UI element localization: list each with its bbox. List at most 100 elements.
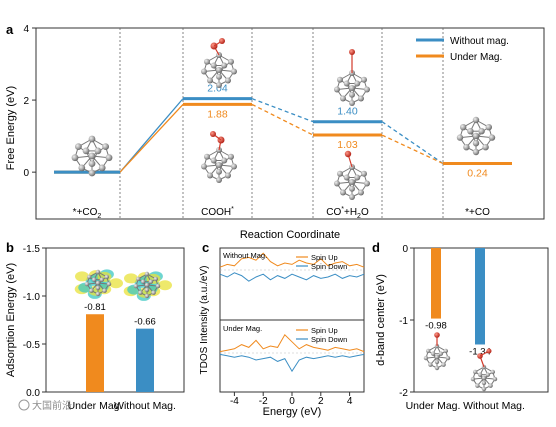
cluster-final: [456, 116, 496, 156]
cluster-initial: [71, 135, 113, 177]
atom: [460, 124, 467, 131]
panel-b-bars: -0.81 Under Mag. -0.66 Without Mag.: [68, 302, 176, 412]
panel-a-molecules: [71, 38, 496, 200]
category-label: Under Mag.: [68, 400, 123, 412]
atom: [337, 170, 343, 177]
atom: [105, 154, 113, 162]
atom: [140, 279, 146, 284]
atom: [136, 276, 141, 282]
atom: [225, 77, 231, 84]
bar: [136, 328, 154, 392]
panel-a-legend: Without mag. Under Mag.: [416, 36, 509, 63]
xtick-label: 4: [347, 396, 353, 407]
energy-value-label: 2.04: [207, 83, 228, 95]
atom: [430, 351, 436, 356]
oxygen-atom: [434, 332, 440, 338]
atom: [337, 76, 343, 83]
atom: [340, 95, 346, 102]
atom: [88, 135, 96, 143]
atom: [423, 355, 429, 361]
cluster-cooh-under: [201, 131, 237, 183]
oxygen-atom: [344, 150, 352, 158]
atom: [151, 290, 156, 295]
atom: [207, 77, 213, 84]
atom: [472, 132, 480, 140]
atom: [472, 140, 480, 147]
atom: [334, 86, 340, 93]
atom: [216, 168, 222, 175]
connector-without: [381, 121, 444, 165]
connector-without: [119, 98, 184, 173]
atom: [231, 163, 237, 170]
atom: [481, 375, 487, 381]
xtick-label: 2: [318, 396, 324, 407]
panel-b-frame: [45, 247, 185, 393]
atom: [98, 164, 106, 172]
panel-label-a: a: [6, 22, 14, 37]
atom: [228, 153, 234, 160]
panel-label-c: c: [202, 240, 209, 255]
atom: [216, 82, 222, 88]
cluster-under: [423, 332, 451, 371]
atom: [445, 355, 451, 361]
atom: [472, 148, 480, 156]
panel-a-xlabel: Reaction Coordinate: [240, 229, 340, 241]
atom: [488, 134, 496, 141]
charge-density-blob: [123, 271, 172, 301]
category-label: *+CO: [465, 207, 490, 218]
ytick-label: 2: [23, 96, 29, 107]
atom: [102, 288, 107, 293]
atom: [478, 128, 485, 135]
atom: [488, 383, 493, 388]
ytick-label: -2: [399, 388, 408, 399]
atom: [144, 282, 150, 288]
atom: [201, 68, 207, 75]
panel-c-xlabel: Energy (eV): [263, 406, 322, 418]
atom: [87, 274, 92, 280]
category-label: Without Mag.: [114, 400, 176, 412]
atom: [334, 180, 340, 187]
atom: [216, 67, 222, 73]
atom: [364, 86, 370, 93]
cluster-core: [133, 271, 161, 299]
atom: [361, 170, 367, 177]
energy-value-label: 1.88: [207, 108, 228, 120]
ytick-label: -0.5: [23, 340, 41, 351]
xtick-label: 0: [289, 396, 295, 407]
density-lobe: [123, 273, 138, 284]
xtick-label: -4: [230, 396, 239, 407]
atom: [133, 283, 139, 289]
legend-label: Spin Up: [311, 253, 338, 262]
atom: [343, 80, 350, 87]
atom: [490, 369, 495, 375]
legend-label-under: Under Mag.: [450, 52, 502, 63]
atom: [463, 144, 470, 151]
atom: [472, 116, 480, 124]
cluster-core: [84, 269, 112, 297]
legend-label: Spin Up: [311, 326, 338, 335]
atom: [210, 62, 217, 69]
legend-label-without: Without mag.: [450, 36, 509, 47]
atom: [349, 91, 355, 98]
atom: [361, 76, 367, 83]
atom: [204, 58, 210, 65]
atom: [467, 128, 474, 135]
panel-a-dividers: [119, 28, 444, 219]
panel-b-yticks: -1.5 -1.0 -0.5 0.0: [23, 244, 46, 399]
atom: [221, 62, 228, 69]
subplot-label: Under Mag.: [223, 324, 262, 333]
panel-a-energy-levels: 2.04 1.40 1.88 1.03 0.24: [54, 83, 512, 180]
atom: [477, 372, 483, 377]
atom: [358, 189, 364, 196]
atom: [349, 100, 355, 106]
panel-a-ylabel: Free Energy (eV): [5, 86, 17, 170]
atom: [155, 283, 161, 289]
oxygen-atom: [219, 38, 225, 44]
watermark-logo-icon: [18, 399, 30, 411]
atom: [216, 73, 222, 80]
atom: [153, 276, 158, 282]
panel-d-molecules: [423, 332, 498, 392]
ytick-label: -1.5: [23, 244, 41, 255]
panel-c-ylabel: TDOS Intensity (a.u./eV): [199, 266, 210, 375]
